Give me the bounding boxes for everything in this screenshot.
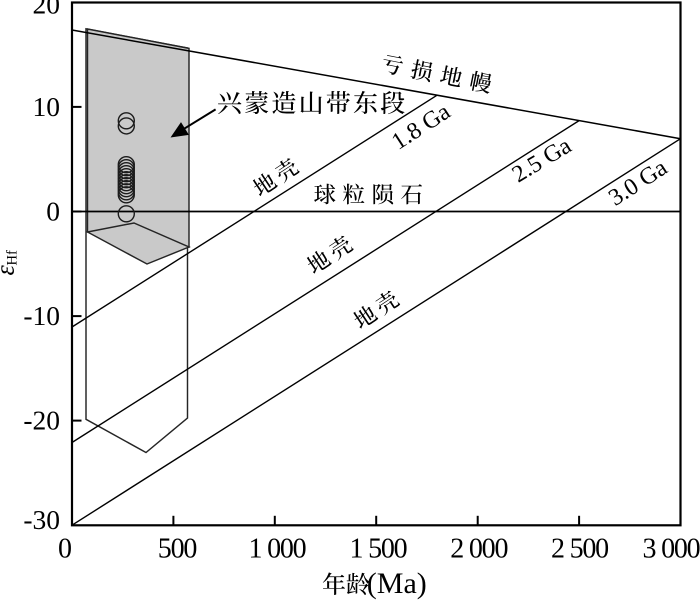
svg-text:-20: -20 bbox=[23, 405, 60, 436]
svg-text:-30: -30 bbox=[23, 504, 60, 535]
svg-text:-10: -10 bbox=[23, 300, 60, 331]
svg-text:3 000: 3 000 bbox=[642, 534, 699, 565]
svg-text:500: 500 bbox=[158, 534, 197, 565]
svg-text:Hf: Hf bbox=[5, 250, 21, 265]
svg-text:10: 10 bbox=[33, 91, 61, 122]
svg-text:2 500: 2 500 bbox=[551, 534, 608, 565]
svg-text:0: 0 bbox=[58, 534, 72, 565]
svg-text:ε: ε bbox=[0, 265, 20, 276]
svg-text:1 000: 1 000 bbox=[248, 534, 305, 565]
svg-text:1 500: 1 500 bbox=[349, 534, 406, 565]
svg-text:20: 20 bbox=[33, 0, 61, 20]
svg-text:0: 0 bbox=[46, 196, 60, 227]
svg-text:2 000: 2 000 bbox=[450, 534, 507, 565]
svg-text:(Ma): (Ma) bbox=[367, 567, 427, 600]
